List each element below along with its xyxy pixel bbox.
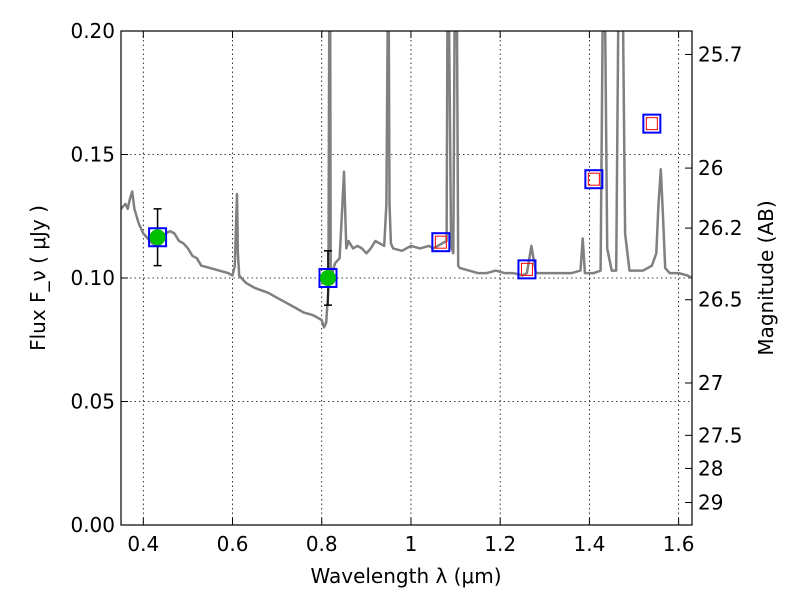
x-tick-label: 1.2 <box>484 532 516 556</box>
y-tick-label: 0.20 <box>70 19 115 43</box>
observed-flux-point <box>319 270 336 286</box>
right-tick-label: 25.7 <box>698 42 743 66</box>
model-photometry-square <box>431 232 451 253</box>
plot-area <box>121 31 692 329</box>
x-tick-label: 0.8 <box>306 532 338 556</box>
x-tick-label: 1.6 <box>663 532 695 556</box>
y-axis-label: Flux F_ν ( μJy ) <box>26 205 50 351</box>
model-photometry-square <box>148 227 168 248</box>
model-photometry-square <box>517 259 537 280</box>
x-tick-label: 0.6 <box>217 532 249 556</box>
y-tick-label: 0.00 <box>70 513 115 537</box>
right-tick-label: 27.5 <box>698 423 743 447</box>
observed-flux-point <box>149 229 166 246</box>
x-axis-label: Wavelength λ (μm) <box>310 564 501 588</box>
model-photometry-square <box>642 113 662 134</box>
right-tick-label: 29 <box>698 491 723 515</box>
right-tick-label: 27 <box>698 371 723 395</box>
axis-ticks: 0.4 0.6 0.8 1 1.2 1.4 1.6 0.00 0.05 0.10 0.15 0.20 2… <box>70 19 742 556</box>
right-tick-label: 26.5 <box>698 288 743 312</box>
right-tick-label: 26 <box>698 156 723 180</box>
right-axis-label: Magnitude (AB) <box>754 200 778 355</box>
model-photometry-square <box>318 268 338 288</box>
predicted-flux-square <box>520 262 533 276</box>
predicted-flux-square <box>434 235 447 249</box>
model-spectrum-line <box>121 31 692 329</box>
x-tick-label: 1 <box>405 532 418 556</box>
y-tick-label: 0.15 <box>70 143 115 167</box>
y-tick-label: 0.10 <box>70 266 115 290</box>
y-tick-label: 0.05 <box>70 390 115 414</box>
right-tick-label: 28 <box>698 456 723 480</box>
x-tick-label: 0.4 <box>127 532 159 556</box>
x-tick-label: 1.4 <box>573 532 605 556</box>
predicted-flux-square <box>645 117 658 131</box>
right-tick-label: 26.2 <box>698 216 743 240</box>
predicted-flux-square <box>587 172 600 186</box>
model-photometry-square <box>584 169 604 190</box>
